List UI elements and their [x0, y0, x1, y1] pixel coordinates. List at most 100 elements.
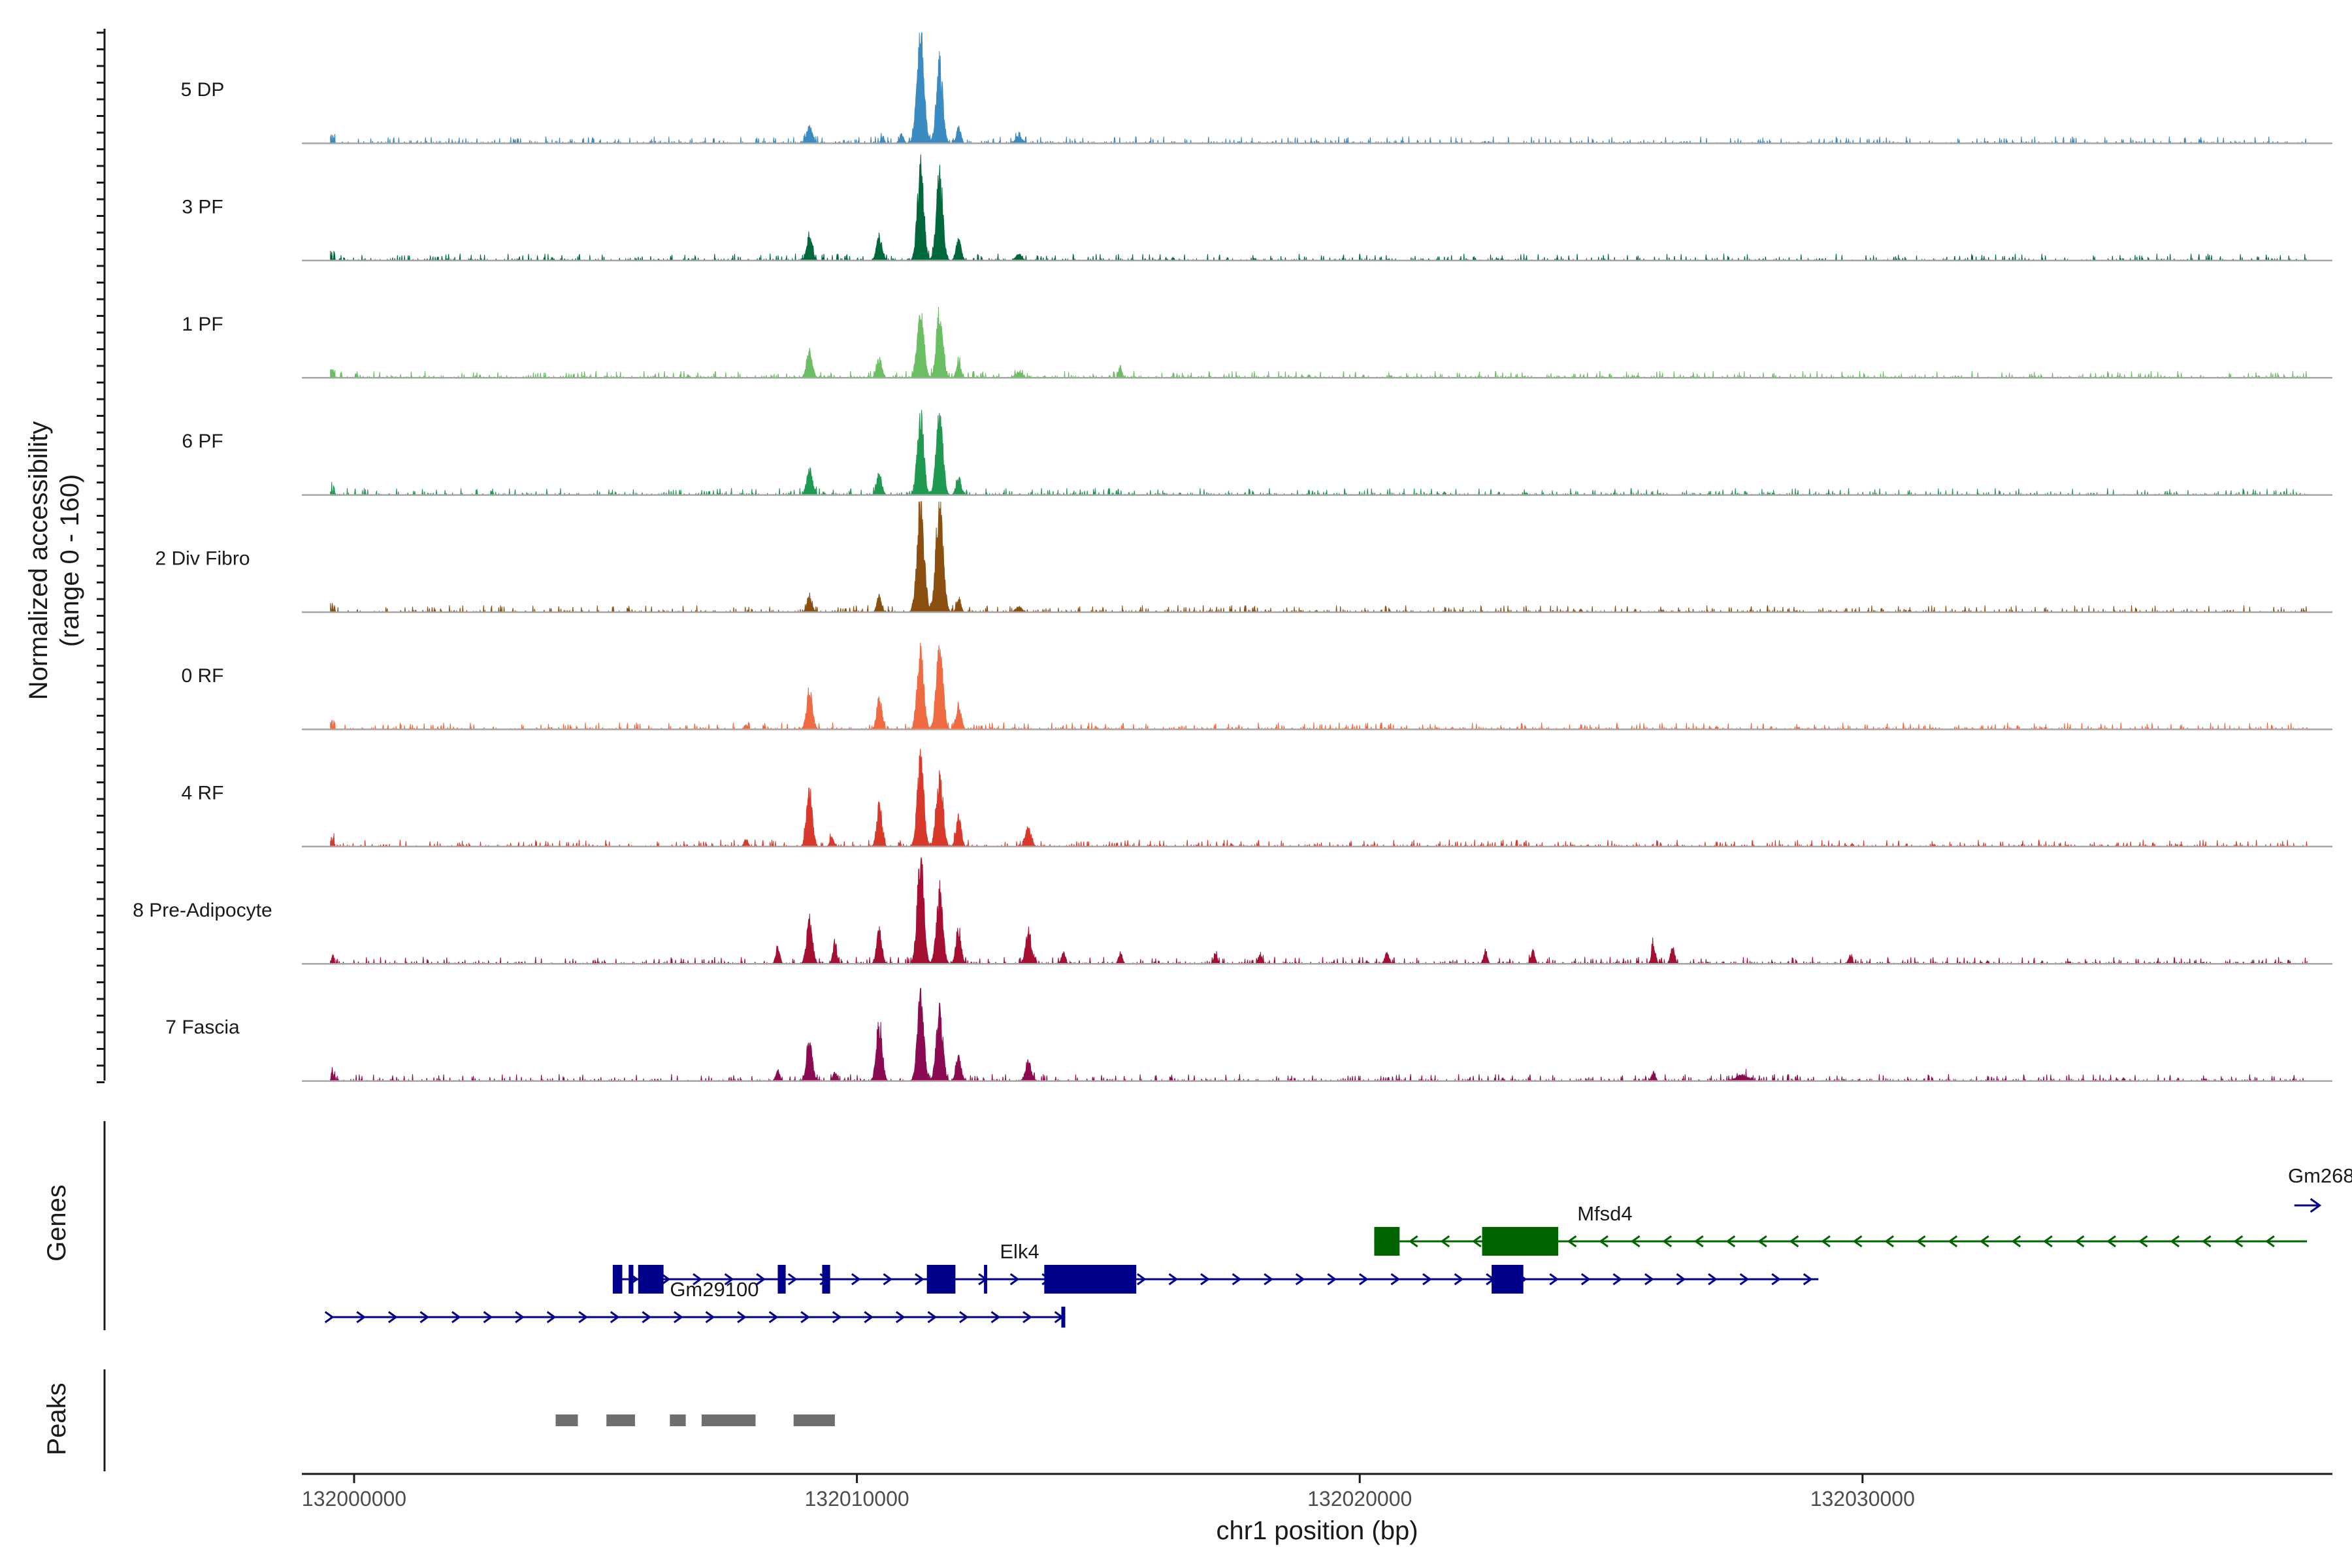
strand-arrow-icon	[1009, 1273, 1020, 1286]
strand-arrow-icon	[1803, 1273, 1813, 1286]
coverage-area	[330, 154, 2308, 262]
strand-arrow-icon	[1948, 1235, 1958, 1248]
coverage-area	[330, 857, 2308, 966]
gene-gm26892: Gm26892	[2288, 1164, 2352, 1213]
strand-arrow-icon	[1580, 1273, 1591, 1286]
strand-arrow-icon	[419, 1311, 430, 1324]
strand-arrow-icon	[851, 1273, 861, 1286]
strand-arrow-icon	[578, 1311, 588, 1324]
strand-arrow-icon	[1422, 1273, 1432, 1286]
strand-arrow-icon	[1264, 1273, 1273, 1286]
coverage-tracks: 5 DP 3 PF 1 PF 6 PF 2 Div Fibro 0 RF 4 RF 8 Pre…	[97, 29, 2332, 1083]
track-4-rf: 4 RF	[181, 749, 2332, 848]
strand-arrow-icon	[1472, 1235, 1482, 1248]
strand-arrow-icon	[2170, 1235, 2180, 1248]
strand-arrow-icon	[1916, 1235, 1926, 1248]
coverage-area	[330, 749, 2308, 848]
gene-elk4: Elk4	[612, 1240, 1819, 1294]
strand-arrow-icon	[661, 1273, 671, 1286]
strand-arrow-icon	[756, 1273, 766, 1286]
gene-exon	[1482, 1227, 1559, 1256]
peaks-panel	[103, 1369, 835, 1471]
strand-arrow-icon	[915, 1273, 924, 1286]
strand-arrow-icon	[610, 1311, 620, 1324]
strand-arrow-icon	[642, 1311, 652, 1324]
strand-arrow-icon	[1137, 1273, 1147, 1286]
peak-region	[701, 1414, 756, 1426]
strand-arrow-icon	[1725, 1235, 1736, 1248]
strand-arrow-icon	[1676, 1273, 1686, 1286]
strand-arrow-icon	[515, 1311, 525, 1324]
gene-exon	[926, 1265, 956, 1294]
genes-panel-title: Genes	[42, 1184, 71, 1262]
strand-arrow-icon	[1612, 1273, 1623, 1286]
strand-arrow-icon	[768, 1311, 779, 1324]
strand-arrow-icon	[1390, 1273, 1401, 1286]
strand-arrow-icon	[1630, 1235, 1641, 1248]
track-3-pf: 3 PF	[182, 154, 2332, 262]
track-5-dp: 5 DP	[181, 31, 2332, 145]
genes-panel: Gm29100 Elk4 Mfsd4 Gm26892	[103, 1121, 2352, 1330]
strand-arrow-icon	[693, 1273, 702, 1286]
track-7-fascia: 7 Fascia	[165, 987, 2332, 1083]
strand-arrow-icon	[1980, 1235, 1989, 1248]
strand-arrow-icon	[1599, 1235, 1609, 1248]
strand-arrow-icon	[2265, 1235, 2275, 1248]
track-label: 5 DP	[181, 79, 225, 101]
strand-arrow-icon	[1852, 1235, 1863, 1248]
strand-arrow-icon	[1789, 1235, 1799, 1248]
coverage-area	[330, 410, 2308, 497]
gene-exon	[612, 1265, 623, 1294]
strand-arrow-icon	[724, 1273, 734, 1286]
strand-arrow-icon	[864, 1311, 874, 1324]
coverage-area	[330, 987, 2308, 1083]
strand-arrow-icon	[787, 1273, 798, 1286]
strand-arrow-icon	[1821, 1235, 1831, 1248]
gene-exon	[1374, 1227, 1400, 1256]
strand-arrow-icon	[2011, 1235, 2021, 1248]
strand-arrow-icon	[737, 1311, 747, 1324]
strand-arrow-icon	[705, 1311, 715, 1324]
strand-arrow-icon	[1440, 1235, 1450, 1248]
coverage-area	[330, 31, 2308, 145]
strand-arrow-icon	[483, 1311, 493, 1324]
strand-arrow-icon	[2074, 1235, 2085, 1248]
peak-region	[555, 1414, 578, 1426]
peak-region	[793, 1414, 835, 1426]
gene-exon	[1492, 1265, 1524, 1294]
strand-arrow-icon	[546, 1311, 557, 1324]
strand-arrow-icon	[1295, 1273, 1305, 1286]
strand-arrow-icon	[324, 1311, 335, 1324]
y-axis-title: Normalized accessibility	[24, 421, 53, 700]
track-0-rf: 0 RF	[181, 642, 2332, 731]
x-tick-label: 132030000	[1810, 1487, 1915, 1511]
track-label: 8 Pre-Adipocyte	[133, 900, 272, 921]
strand-arrow-icon	[2043, 1235, 2053, 1248]
strand-arrow-icon	[1232, 1273, 1242, 1286]
strand-arrow-icon	[1168, 1273, 1179, 1286]
y-axis	[97, 29, 106, 1083]
peaks-panel-title: Peaks	[42, 1382, 71, 1455]
y-axis-range: (range 0 - 160)	[56, 474, 84, 647]
gene-label: Gm29100	[670, 1278, 759, 1301]
gene-label: Gm26892	[2288, 1164, 2352, 1187]
track-8-pre-adipocyte: 8 Pre-Adipocyte	[133, 857, 2332, 966]
gene-label: Mfsd4	[1577, 1202, 1632, 1225]
strand-arrow-icon	[2310, 1198, 2322, 1213]
track-1-pf: 1 PF	[182, 307, 2332, 380]
x-axis-title: chr1 position (bp)	[1216, 1516, 1418, 1545]
track-label: 3 PF	[182, 196, 223, 218]
strand-arrow-icon	[1644, 1273, 1654, 1286]
peak-region	[670, 1414, 686, 1426]
strand-arrow-icon	[2106, 1235, 2116, 1248]
strand-arrow-icon	[1327, 1273, 1337, 1286]
track-6-pf: 6 PF	[182, 410, 2332, 497]
strand-arrow-icon	[1408, 1235, 1418, 1248]
strand-arrow-icon	[959, 1311, 969, 1324]
strand-arrow-icon	[1549, 1273, 1559, 1286]
strand-arrow-icon	[895, 1311, 906, 1324]
strand-arrow-icon	[674, 1311, 683, 1324]
strand-arrow-icon	[1739, 1273, 1750, 1286]
track-label: 7 Fascia	[165, 1017, 240, 1038]
